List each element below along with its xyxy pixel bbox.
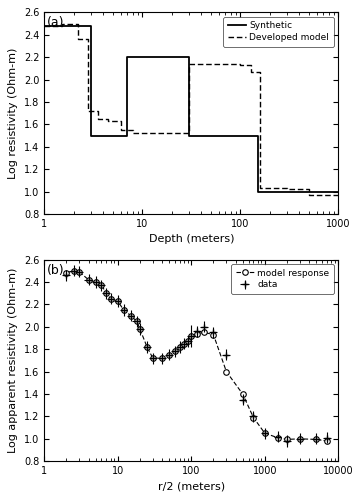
Developed model (131, 130, 135, 136)
X-axis label: r/2 (meters): r/2 (meters) (158, 482, 225, 492)
Developed model (258, 68, 262, 74)
Synthetic (187, 132, 191, 138)
Developed model (106, 116, 110, 122)
model response (178, 344, 182, 350)
Developed model (307, 186, 311, 192)
model response (93, 279, 98, 285)
Synthetic (42, 23, 46, 29)
model response (298, 436, 302, 442)
model response (87, 276, 91, 282)
model response (109, 296, 113, 302)
Synthetic (187, 54, 191, 60)
Developed model (96, 116, 100, 122)
Developed model (118, 118, 123, 124)
Developed model (238, 62, 243, 68)
model response (115, 298, 120, 304)
Synthetic (336, 188, 341, 194)
model response (314, 436, 319, 442)
model response (251, 414, 256, 420)
model response (104, 290, 109, 296)
Developed model (106, 118, 110, 124)
Developed model (249, 68, 254, 74)
X-axis label: Depth (meters): Depth (meters) (148, 234, 234, 244)
model response (71, 268, 76, 274)
Synthetic (256, 132, 260, 138)
Developed model (76, 36, 80, 42)
model response (167, 352, 171, 358)
model response (211, 332, 216, 338)
Developed model (42, 23, 46, 29)
model response (173, 348, 177, 354)
Text: (a): (a) (47, 16, 65, 30)
Y-axis label: Log apparent resistivity (Ohm-m): Log apparent resistivity (Ohm-m) (8, 268, 18, 453)
Developed model (307, 192, 311, 198)
Developed model (285, 186, 289, 192)
model response (195, 330, 199, 336)
model response (138, 326, 142, 332)
model response (77, 269, 81, 275)
model response (121, 307, 126, 313)
Developed model (96, 108, 100, 114)
model response (160, 355, 164, 361)
model response (263, 430, 267, 436)
Developed model (118, 127, 123, 133)
Line: model response: model response (64, 268, 330, 444)
model response (325, 438, 329, 444)
Developed model (86, 36, 90, 42)
model response (182, 340, 186, 346)
Line: Synthetic: Synthetic (44, 26, 338, 192)
Developed model (187, 130, 191, 136)
model response (224, 368, 228, 374)
model response (285, 436, 289, 442)
model response (202, 330, 206, 336)
Developed model (86, 108, 90, 114)
Y-axis label: Log resistivity (Ohm-m): Log resistivity (Ohm-m) (8, 48, 18, 179)
Developed model (336, 192, 341, 198)
model response (99, 282, 104, 288)
Synthetic (125, 132, 129, 138)
model response (240, 391, 245, 397)
model response (64, 270, 68, 276)
model response (186, 338, 190, 344)
Developed model (238, 61, 243, 67)
model response (145, 344, 149, 350)
Legend: Synthetic, Developed model: Synthetic, Developed model (223, 17, 334, 46)
model response (129, 312, 133, 318)
Developed model (131, 127, 135, 133)
Developed model (59, 20, 64, 26)
Synthetic (89, 132, 93, 138)
Developed model (249, 62, 254, 68)
model response (134, 318, 139, 324)
Line: Developed model: Developed model (44, 24, 338, 195)
Developed model (59, 23, 64, 29)
Developed model (285, 186, 289, 192)
model response (151, 355, 155, 361)
Developed model (76, 20, 80, 26)
Text: (b): (b) (47, 264, 65, 276)
Developed model (187, 61, 191, 67)
Synthetic (256, 188, 260, 194)
Synthetic (89, 23, 93, 29)
Developed model (258, 186, 262, 192)
model response (275, 434, 280, 440)
Synthetic (125, 54, 129, 60)
Legend: model response, data: model response, data (231, 264, 334, 294)
model response (189, 333, 193, 339)
